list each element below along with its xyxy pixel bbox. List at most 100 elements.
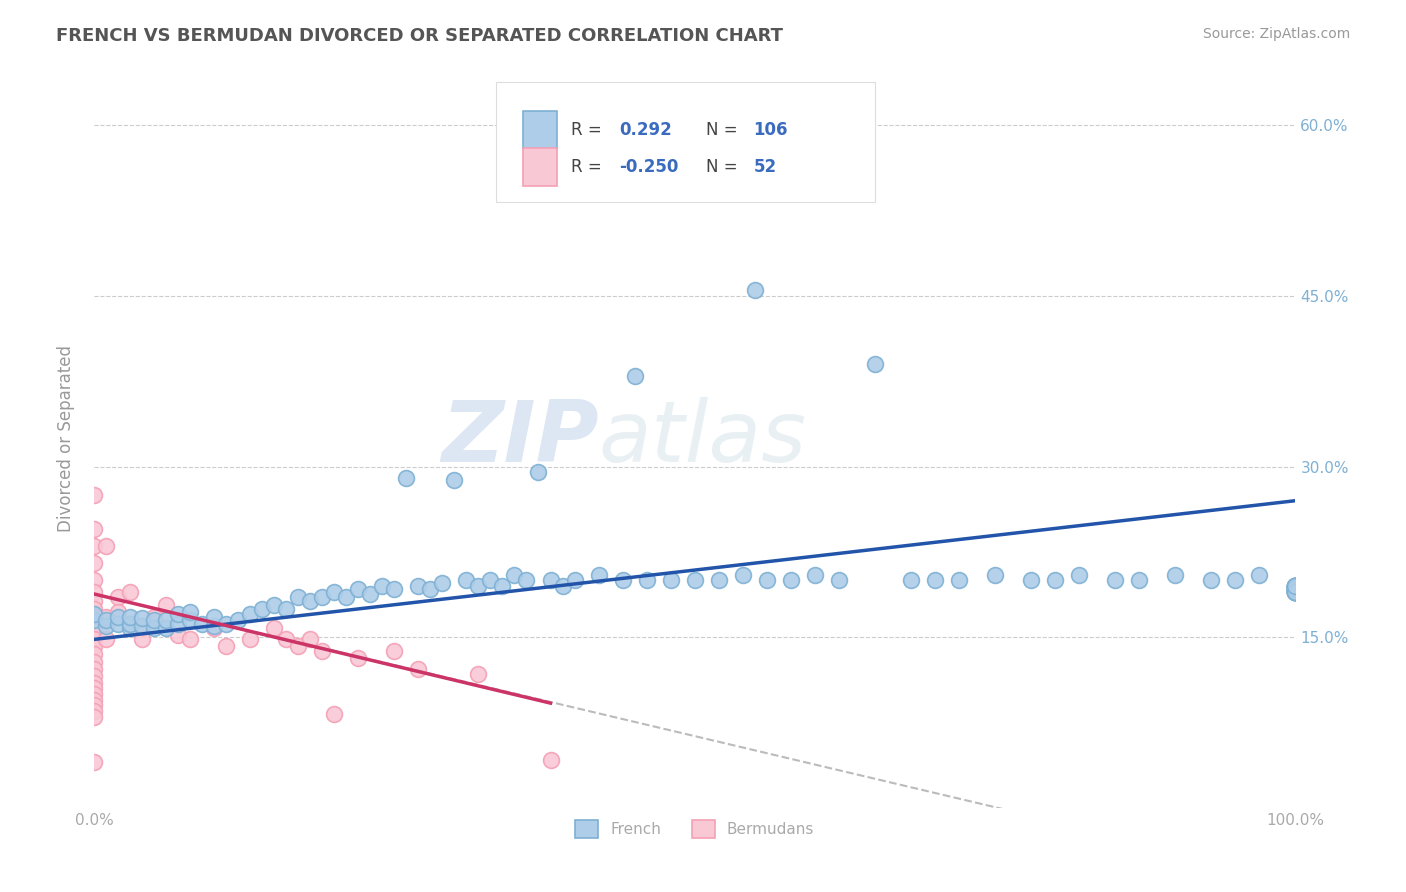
Point [83,704,105,718]
Point [83,556,105,570]
Point [83,692,105,706]
Point [83,662,105,676]
Point [94,609,117,624]
Point [83,522,105,536]
Point [683,574,706,588]
Point [1019,574,1042,588]
Point [107,605,129,619]
Point [1284,582,1306,597]
Point [179,613,201,627]
Point [83,616,105,631]
Point [479,574,502,588]
Text: 106: 106 [754,121,789,139]
Point [83,539,105,553]
Point [239,632,262,647]
Point [83,681,105,696]
Point [1284,579,1306,593]
Point [1043,574,1066,588]
Point [335,591,357,605]
Point [1284,584,1306,599]
Point [779,574,801,588]
Point [155,621,177,635]
Point [118,621,141,635]
Point [287,640,309,654]
Text: -0.250: -0.250 [619,158,678,176]
Point [215,616,238,631]
Point [83,607,105,622]
Point [83,613,105,627]
Point [167,616,190,631]
Point [408,662,430,676]
Point [900,574,922,588]
Text: FRENCH VS BERMUDAN DIVORCED OR SEPARATED CORRELATION CHART: FRENCH VS BERMUDAN DIVORCED OR SEPARATED… [56,27,783,45]
Point [1284,579,1306,593]
Point [263,621,285,635]
Point [83,601,105,615]
Point [83,675,105,690]
Point [804,567,827,582]
Point [1201,574,1223,588]
Point [118,584,141,599]
Point [215,640,238,654]
Point [299,632,322,647]
Point [1284,584,1306,599]
Point [659,574,682,588]
Point [167,607,190,622]
Point [83,640,105,654]
Point [276,601,298,615]
Point [588,567,610,582]
Point [83,609,105,624]
Point [1284,579,1306,593]
Point [432,575,454,590]
Point [83,574,105,588]
Point [167,628,190,642]
Point [311,644,333,658]
Point [456,574,478,588]
Point [191,616,214,631]
Point [202,619,225,633]
Point [287,591,309,605]
Point [371,579,394,593]
Text: atlas: atlas [599,397,807,480]
Point [263,599,285,613]
Point [107,591,129,605]
Point [83,756,105,770]
Point [83,669,105,683]
Point [94,613,117,627]
Point [382,644,405,658]
Point [347,582,370,597]
Point [202,621,225,635]
Point [118,616,141,631]
Point [299,594,322,608]
Point [359,587,381,601]
Point [527,465,550,479]
Point [1284,584,1306,599]
Text: 0.292: 0.292 [619,121,672,139]
Point [1284,584,1306,599]
Text: R =: R = [571,158,602,176]
Point [443,473,465,487]
Point [731,567,754,582]
Point [94,632,117,647]
Point [564,574,586,588]
Point [1284,584,1306,599]
Point [118,609,141,624]
Point [347,650,370,665]
Point [1284,582,1306,597]
Point [94,539,117,553]
Point [83,594,105,608]
Point [179,605,201,619]
Point [83,647,105,661]
Point [311,591,333,605]
Point [948,574,970,588]
Text: Source: ZipAtlas.com: Source: ZipAtlas.com [1202,27,1350,41]
Point [515,574,537,588]
Point [540,753,562,767]
Point [1284,579,1306,593]
Point [1284,584,1306,599]
Point [1284,582,1306,597]
Point [94,619,117,633]
Point [1284,584,1306,599]
Text: ZIP: ZIP [441,397,599,480]
Point [202,609,225,624]
